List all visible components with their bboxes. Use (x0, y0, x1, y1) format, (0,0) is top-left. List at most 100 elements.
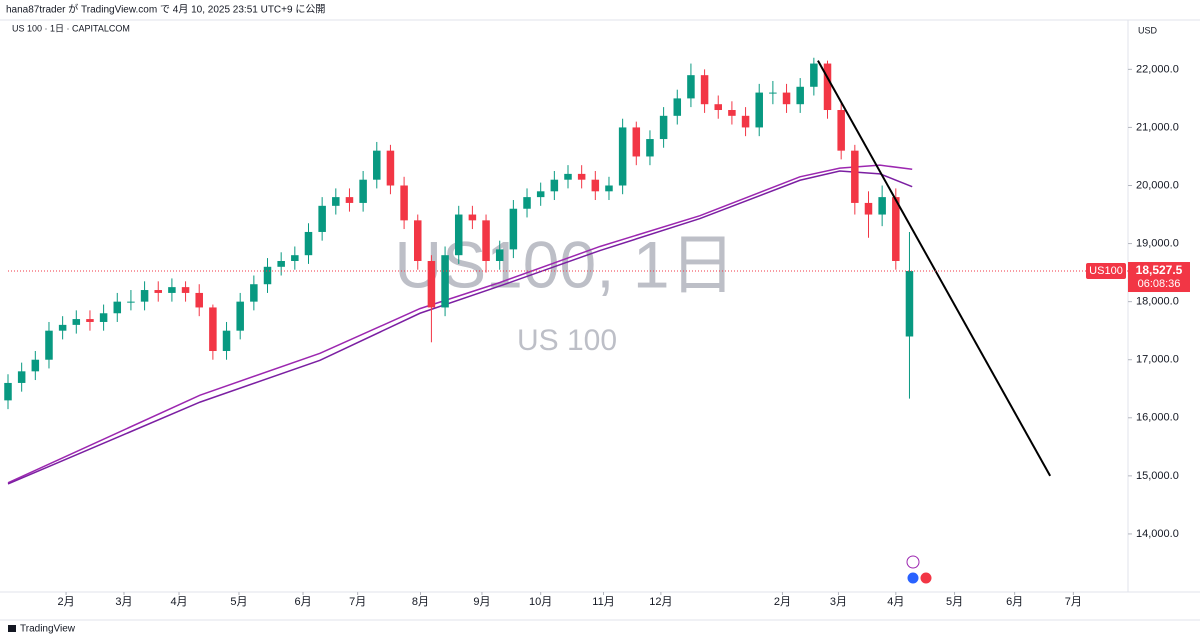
candle-body (851, 150, 859, 203)
symbol-badge-box (1086, 263, 1126, 280)
x-tick-label: 5月 (230, 596, 247, 608)
symbol-badge: US100 (1089, 265, 1123, 277)
x-tick-label: 3月 (115, 596, 132, 608)
candle-body (659, 115, 668, 140)
y-tick-label: 22,000.0 (1136, 63, 1179, 75)
candle-body (168, 287, 176, 293)
candle-body (345, 197, 354, 203)
x-tick-label: 12月 (649, 596, 672, 608)
candle-body (550, 179, 559, 192)
watermark: US100, 1日 (394, 227, 735, 301)
brand: TradingView (20, 624, 76, 635)
candle-body (523, 197, 531, 209)
x-tick-label: 2月 (774, 596, 791, 608)
candle-body (769, 92, 777, 94)
candle-body (454, 214, 463, 256)
candle-body (140, 290, 149, 302)
event-icon (906, 555, 920, 569)
candle-body (509, 208, 518, 250)
y-tick-label: 19,000.0 (1136, 237, 1179, 249)
candle-body (99, 313, 108, 322)
candle-body (414, 220, 422, 261)
candle-body (864, 202, 873, 215)
candle-body (837, 110, 845, 151)
candle-body (441, 255, 449, 308)
candle-body (31, 359, 40, 372)
candle-body (673, 98, 682, 116)
y-tick-label: 18,000.0 (1136, 296, 1179, 308)
x-tick-label: 10月 (529, 596, 552, 608)
y-tick-label: 15,000.0 (1136, 470, 1179, 482)
last-price-box (1128, 262, 1190, 293)
candle-body (905, 271, 914, 337)
y-tick-label: 14,000.0 (1136, 528, 1179, 540)
x-tick-label: 6月 (1006, 596, 1023, 608)
trendline (817, 60, 1052, 477)
candle-body (823, 63, 832, 111)
x-tick-label: 4月 (887, 596, 904, 608)
candle-body (591, 179, 600, 192)
candle-body (58, 324, 67, 331)
candle-body (86, 319, 94, 322)
candle-body (810, 63, 818, 87)
x-tick-label: 7月 (1065, 596, 1082, 608)
x-tick-label: 7月 (349, 596, 366, 608)
candle-body (741, 115, 750, 128)
candle-body (577, 173, 586, 180)
candle-body (359, 179, 367, 203)
candle-body (304, 231, 313, 256)
candle-body (250, 284, 258, 302)
candle-body (332, 197, 340, 206)
candle-body (687, 75, 695, 99)
candle-body (45, 330, 53, 360)
candle-body (728, 110, 736, 116)
candle-body (755, 92, 763, 128)
candle-body (605, 185, 613, 192)
candle-body (892, 197, 900, 261)
candle-body (263, 266, 272, 285)
candle-body (468, 214, 477, 221)
watermark-sub: US 100 (517, 324, 617, 357)
candle-body (618, 127, 627, 186)
candle-body (878, 197, 886, 215)
candle-body (4, 382, 12, 401)
candle-body (700, 75, 709, 105)
candle-body (796, 86, 804, 105)
candle-body (564, 173, 572, 180)
y-tick-label: 17,000.0 (1136, 354, 1179, 366)
candle-body (181, 287, 190, 293)
currency: USD (1138, 25, 1158, 35)
candle-body (195, 292, 203, 308)
x-tick-label: 3月 (830, 596, 847, 608)
candle-body (127, 301, 135, 303)
y-tick-label: 20,000.0 (1136, 179, 1179, 191)
candle-body (72, 319, 81, 325)
candle-body (482, 220, 490, 261)
candle-body (318, 205, 326, 232)
event-icons (906, 555, 933, 585)
x-tick-label: 6月 (294, 596, 311, 608)
candle-body (782, 92, 791, 105)
candle-body (154, 290, 162, 293)
candle-body (17, 371, 26, 383)
countdown: 06:08:36 (1138, 278, 1181, 290)
x-tick-label: 9月 (473, 596, 490, 608)
plot: 14,000.0 15,000.0 16,000.0 17,000.0 18,000.0… (4, 57, 1190, 608)
x-tick-label: 5月 (946, 596, 963, 608)
candle-body (113, 301, 122, 314)
candle-body (536, 191, 545, 198)
x-tick-label: 4月 (170, 596, 187, 608)
symbol-line: US 100 · 1日 · CAPITALCOM (12, 23, 130, 33)
candle-body (495, 249, 504, 261)
y-tick-label: 16,000.0 (1136, 412, 1179, 424)
brand-logo (8, 625, 16, 632)
candle-body (236, 301, 244, 331)
candle-body (209, 307, 217, 352)
candle-body (291, 255, 299, 261)
candle-body (277, 260, 285, 267)
x-tick-label: 11月 (592, 596, 614, 608)
candle-body (386, 150, 395, 186)
candle-body (632, 127, 641, 157)
